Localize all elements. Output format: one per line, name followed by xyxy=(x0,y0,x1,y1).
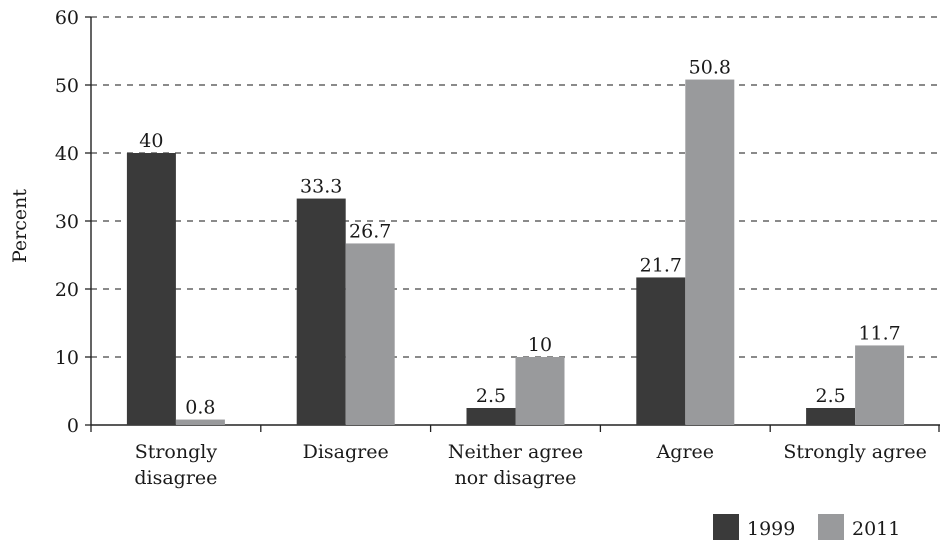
bar-2011-2 xyxy=(515,357,565,425)
legend-label: 2011 xyxy=(852,518,900,540)
bar-1999-1 xyxy=(296,198,346,425)
bar-1999-0 xyxy=(126,153,176,425)
y-tick-label: 0 xyxy=(67,415,79,437)
bar-1999-4 xyxy=(806,408,856,425)
bars xyxy=(126,79,905,425)
data-label: 2.5 xyxy=(815,385,845,407)
data-label: 40 xyxy=(139,130,163,152)
data-label: 10 xyxy=(528,334,552,356)
bar-2011-0 xyxy=(175,419,225,425)
data-label: 0.8 xyxy=(185,397,215,419)
bar-2011-4 xyxy=(855,345,905,425)
bar-1999-2 xyxy=(466,408,516,425)
data-labels: 40 0.8 33.3 26.7 2.5 10 21.7 50.8 2.5 11.7 xyxy=(139,57,900,419)
category-label: Strongly agree xyxy=(783,441,926,463)
y-tick-label: 50 xyxy=(55,75,79,97)
legend: 1999 2011 xyxy=(713,514,900,540)
y-tick-label: 30 xyxy=(55,211,79,233)
legend-swatch-1999 xyxy=(713,514,739,540)
category-label: Disagree xyxy=(303,441,389,463)
gridlines xyxy=(91,16,940,358)
data-label: 21.7 xyxy=(640,254,682,276)
data-label: 26.7 xyxy=(349,220,391,242)
data-label: 11.7 xyxy=(858,322,900,344)
data-label: 2.5 xyxy=(476,385,506,407)
y-tick-label: 10 xyxy=(55,347,79,369)
y-tick-label: 20 xyxy=(55,279,79,301)
bar-1999-3 xyxy=(636,277,686,425)
category-labels: Strongly disagree Disagree Neither agree nor… xyxy=(134,441,926,489)
y-tick-label: 60 xyxy=(55,7,79,29)
legend-label: 1999 xyxy=(747,518,795,540)
y-axis-label: Percent xyxy=(9,189,31,263)
bar-2011-1 xyxy=(345,243,395,425)
y-tick-label: 40 xyxy=(55,143,79,165)
category-label: Strongly disagree xyxy=(134,441,217,489)
data-label: 50.8 xyxy=(689,57,731,79)
category-label: Agree xyxy=(656,441,714,463)
legend-swatch-2011 xyxy=(818,514,844,540)
axes: 0 10 20 30 40 50 60 xyxy=(55,7,940,437)
category-label: Neither agree nor disagree xyxy=(448,441,583,489)
bar-2011-3 xyxy=(685,79,735,425)
data-label: 33.3 xyxy=(300,176,342,198)
